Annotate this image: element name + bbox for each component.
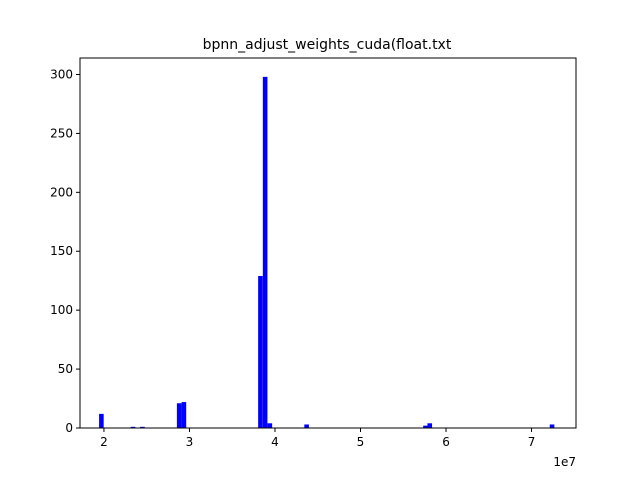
- y-tick-label: 150: [50, 244, 73, 258]
- y-tick-label: 50: [58, 362, 73, 376]
- axes-frame: [79, 57, 577, 429]
- histogram-bar-2: [140, 426, 145, 428]
- y-tick-label: 250: [50, 126, 73, 140]
- histogram-bar-9: [423, 425, 428, 428]
- x-tick-label: 3: [186, 435, 194, 449]
- y-tick-label: 0: [65, 421, 73, 435]
- y-axis: 0 50 100 150 200 250 300: [50, 67, 80, 435]
- x-tick-label: 5: [357, 435, 365, 449]
- histogram-bar-0: [99, 413, 104, 428]
- histogram-bar-11: [549, 424, 555, 428]
- histogram-bar-6: [262, 76, 268, 428]
- x-axis: 2 3 4 5 6 7: [100, 428, 535, 449]
- bars-group: [99, 76, 555, 428]
- x-tick-label: 6: [442, 435, 450, 449]
- x-tick-label: 2: [100, 435, 108, 449]
- y-tick-label: 200: [50, 185, 73, 199]
- histogram-bar-4: [181, 402, 187, 428]
- histogram-bar-7: [267, 423, 273, 428]
- chart-title: bpnn_adjust_weights_cuda(float.txt: [203, 37, 452, 53]
- x-tick-label: 7: [528, 435, 536, 449]
- y-tick-label: 300: [50, 67, 73, 81]
- histogram-bar-1: [130, 426, 136, 428]
- histogram-bar-3: [176, 403, 182, 428]
- histogram-bar-10: [427, 423, 433, 428]
- histogram-bar-8: [304, 424, 309, 428]
- histogram-bar-5: [258, 275, 263, 428]
- x-offset-label: 1e7: [553, 455, 576, 469]
- x-tick-label: 4: [271, 435, 279, 449]
- y-tick-label: 100: [50, 303, 73, 317]
